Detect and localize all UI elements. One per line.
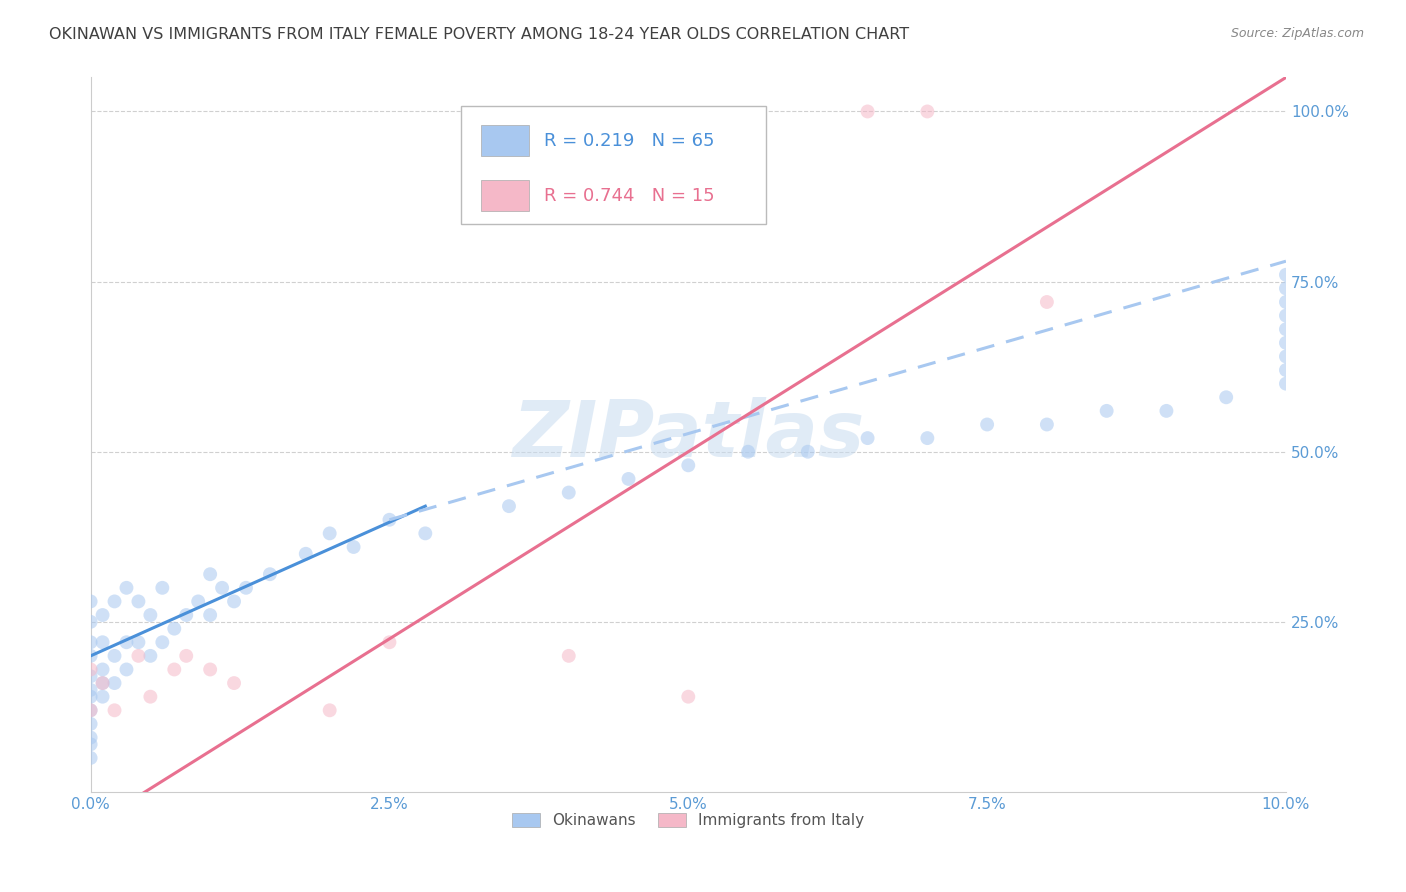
Point [318,526,340,541]
FancyBboxPatch shape [461,106,766,224]
Point [1036,295,1059,310]
Point [222,594,245,608]
Point [163,663,186,677]
Text: R = 0.744   N = 15: R = 0.744 N = 15 [544,187,714,205]
Point [1275,363,1298,377]
Point [1215,390,1237,404]
Point [79,703,101,717]
Point [222,676,245,690]
Point [79,682,101,697]
Point [617,472,640,486]
Point [115,581,138,595]
Point [198,607,221,622]
Point [235,581,257,595]
Point [79,717,101,731]
Point [1275,281,1298,295]
Point [127,635,149,649]
Point [378,513,401,527]
Point [127,648,149,663]
Legend: Okinawans, Immigrants from Italy: Okinawans, Immigrants from Italy [506,807,870,834]
Point [91,663,114,677]
Point [79,731,101,745]
Point [198,663,221,677]
Point [856,431,879,445]
Point [294,547,316,561]
Text: OKINAWAN VS IMMIGRANTS FROM ITALY FEMALE POVERTY AMONG 18-24 YEAR OLDS CORRELATI: OKINAWAN VS IMMIGRANTS FROM ITALY FEMALE… [49,27,910,42]
Point [79,615,101,629]
Point [797,444,820,458]
Point [1095,404,1118,418]
Point [79,669,101,683]
Text: ZIPatlas: ZIPatlas [512,397,865,473]
Point [187,594,209,608]
Point [198,567,221,582]
Point [139,690,162,704]
Point [1036,417,1059,432]
Point [127,594,149,608]
Point [342,540,364,554]
Point [139,648,162,663]
Point [79,751,101,765]
Point [1275,295,1298,310]
Point [174,607,197,622]
Point [737,444,759,458]
Point [79,594,101,608]
Point [91,676,114,690]
Point [115,663,138,677]
Point [103,703,125,717]
Point [103,594,125,608]
Point [79,635,101,649]
Point [79,737,101,751]
Point [79,648,101,663]
Point [174,648,197,663]
Bar [481,180,529,211]
Point [678,458,700,473]
Point [79,690,101,704]
Point [917,431,939,445]
Point [678,690,700,704]
Point [558,485,581,500]
Point [1275,322,1298,336]
Point [1275,309,1298,323]
Text: R = 0.219   N = 65: R = 0.219 N = 65 [544,132,714,150]
Point [498,499,520,513]
Point [103,648,125,663]
Bar [481,125,529,156]
Point [79,663,101,677]
Point [91,635,114,649]
Point [378,635,401,649]
Point [150,581,173,595]
Point [1275,335,1298,350]
Point [211,581,233,595]
Point [413,526,436,541]
Point [79,703,101,717]
Point [150,635,173,649]
Point [1156,404,1178,418]
Text: Source: ZipAtlas.com: Source: ZipAtlas.com [1230,27,1364,40]
Point [1275,268,1298,282]
Point [558,648,581,663]
Point [856,104,879,119]
Point [103,676,125,690]
Point [1275,376,1298,391]
Point [139,607,162,622]
Point [91,676,114,690]
Point [259,567,281,582]
Point [1275,350,1298,364]
Point [976,417,998,432]
Point [91,690,114,704]
Point [91,607,114,622]
Point [917,104,939,119]
Point [115,635,138,649]
Point [163,622,186,636]
Point [318,703,340,717]
